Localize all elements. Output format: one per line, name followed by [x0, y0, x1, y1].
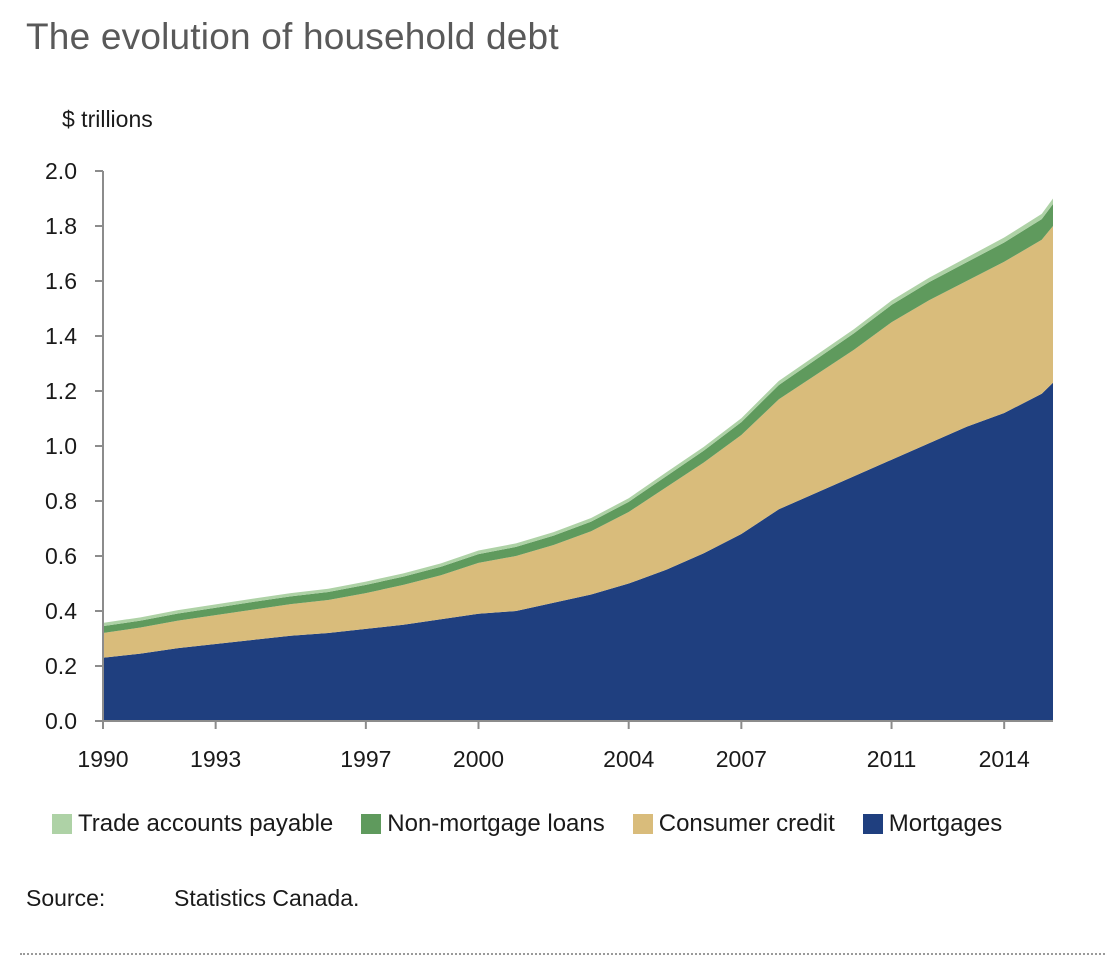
legend-item-trade-accounts-payable: Trade accounts payable: [52, 810, 333, 838]
legend-label-consumer-credit: Consumer credit: [658, 810, 835, 837]
legend: Trade accounts payable Non-mortgage loans…: [52, 810, 1030, 838]
legend-item-mortgages: Mortgages: [862, 810, 1003, 838]
legend-swatch-consumer-credit: [632, 814, 653, 834]
y-tick-label: 1.0: [45, 433, 77, 459]
x-tick-label: 1993: [190, 746, 241, 772]
legend-swatch-mortgages: [862, 814, 883, 834]
y-tick-label: 0.8: [45, 488, 77, 514]
stacked-areas: [103, 198, 1053, 721]
x-tick-label: 2004: [603, 746, 654, 772]
x-tick-label: 2000: [453, 746, 504, 772]
y-tick-label: 1.6: [45, 268, 77, 294]
legend-label-mortgages: Mortgages: [888, 810, 1003, 837]
x-tick-label: 2014: [979, 746, 1030, 772]
y-tick-label: 0.0: [45, 708, 77, 734]
legend-label-non-mortgage-loans: Non-mortgage loans: [387, 810, 605, 837]
legend-item-consumer-credit: Consumer credit: [632, 810, 835, 838]
y-tick-label: 1.4: [45, 323, 77, 349]
x-tick-label: 2011: [867, 746, 916, 772]
legend-label-trade-accounts-payable: Trade accounts payable: [78, 810, 334, 837]
legend-swatch-trade-accounts-payable: [52, 814, 72, 834]
source-label: Source:: [26, 885, 106, 911]
chart-title: The evolution of household debt: [26, 16, 559, 57]
area-mortgages: [103, 382, 1053, 721]
y-tick-label: 2.0: [45, 158, 77, 184]
legend-item-non-mortgage-loans: Non-mortgage loans: [361, 810, 605, 838]
x-tick-label: 1990: [77, 746, 128, 772]
x-tick-label: 2007: [716, 746, 767, 772]
y-tick-label: 0.4: [45, 598, 77, 624]
y-tick-label: 0.2: [45, 653, 77, 679]
source-note: Source: Statistics Canada.: [26, 885, 359, 912]
axes: 0.0 0.2 0.4 0.6 0.8 1.0 1.2 1.4 1.6 1.8 2.0 1990 199…: [45, 158, 1053, 772]
y-tick-label: 1.2: [45, 378, 77, 404]
source-text: Statistics Canada.: [174, 885, 360, 911]
footer-divider: [20, 953, 1105, 955]
y-axis-label: $ trillions: [62, 106, 153, 132]
legend-swatch-non-mortgage-loans: [361, 814, 382, 834]
area-consumer-credit: [103, 226, 1053, 658]
x-tick-label: 1997: [340, 746, 391, 772]
y-tick-label: 0.6: [45, 543, 77, 569]
y-tick-label: 1.8: [45, 213, 77, 239]
